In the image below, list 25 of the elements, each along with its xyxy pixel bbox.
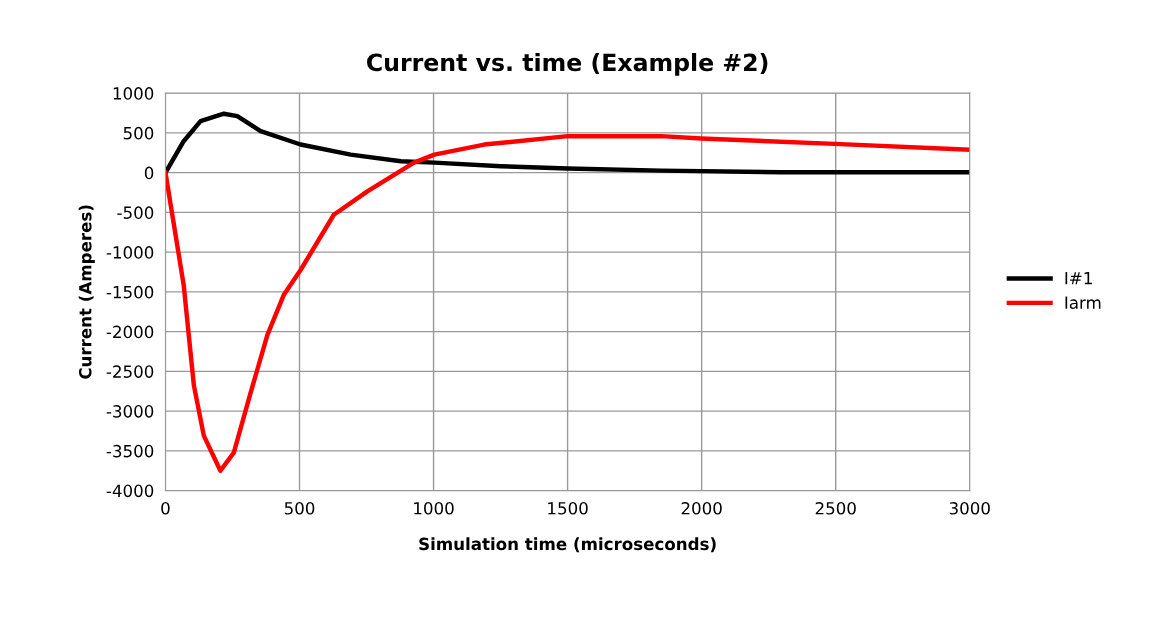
line-series (165, 133, 970, 473)
y-tick-label: 0 (144, 166, 154, 180)
y-tick-label: 1000 (113, 87, 154, 100)
x-axis-title: Simulation time (microseconds) (419, 537, 716, 553)
y-axis-title: Current (Amperes) (78, 205, 95, 379)
x-tick-label: 1500 (548, 502, 588, 515)
x-tick-label: 2500 (815, 502, 856, 515)
y-tick-label: -4000 (106, 484, 154, 498)
x-tick-label: 0 (161, 502, 170, 515)
legend-label: I#1 (1065, 272, 1092, 285)
x-tick-label: 2000 (681, 502, 722, 515)
y-tick-label: -1500 (106, 285, 154, 299)
y-tick-label: -3500 (106, 444, 154, 458)
chart-title: Current vs. time (Example #2) (367, 52, 768, 76)
x-tick-label: 500 (284, 502, 315, 515)
y-tick-label: -3000 (106, 405, 154, 418)
x-tick-label: 1000 (414, 502, 454, 515)
x-tick-label: 3000 (949, 502, 990, 515)
y-tick-label: -1000 (106, 246, 154, 259)
legend-label: Iarm (1065, 296, 1101, 309)
line-series (165, 111, 970, 175)
y-tick-label: 500 (123, 126, 154, 140)
y-tick-label: -2500 (106, 365, 154, 378)
y-tick-label: -500 (117, 206, 154, 219)
y-tick-label: -2000 (106, 325, 154, 339)
